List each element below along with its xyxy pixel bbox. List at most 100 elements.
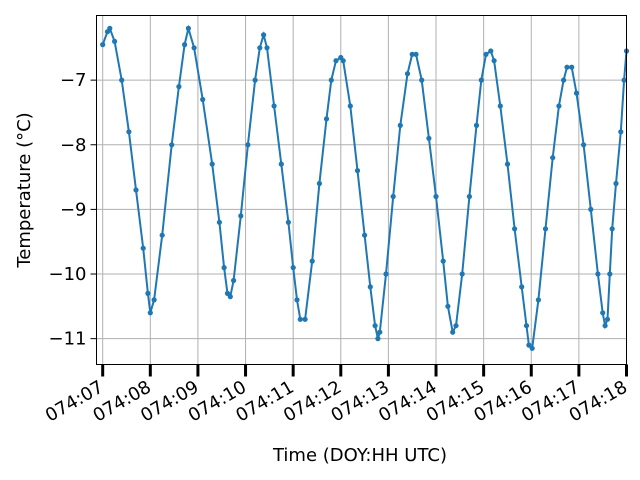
data-point (264, 45, 270, 51)
data-point (119, 77, 125, 83)
data-point (561, 77, 567, 83)
data-point (497, 103, 503, 109)
data-point (297, 316, 303, 322)
data-point (285, 219, 291, 225)
data-point (147, 310, 153, 316)
data-point (191, 45, 197, 51)
data-point (221, 265, 227, 271)
y-tick-label: −7 (60, 70, 87, 91)
data-point (569, 64, 575, 70)
data-point (309, 258, 315, 264)
data-point (316, 180, 322, 187)
data-point (328, 77, 334, 83)
data-point (227, 294, 233, 300)
data-point (504, 161, 511, 167)
temperature-line (101, 24, 628, 351)
data-point (140, 245, 146, 251)
data-point (200, 96, 206, 103)
data-point (238, 213, 244, 219)
data-point (271, 103, 277, 109)
data-point (100, 42, 106, 48)
data-point (182, 42, 188, 48)
data-point (488, 48, 494, 54)
data-point (466, 193, 472, 200)
y-axis-ticks: −11 −10 −9 −8 −7 (49, 70, 97, 350)
data-point (145, 290, 151, 296)
y-axis-label: Temperature (°C) (14, 112, 35, 268)
data-point (323, 116, 330, 122)
data-point (419, 77, 425, 83)
data-point (354, 168, 361, 174)
data-point (621, 77, 627, 83)
data-point (523, 323, 530, 329)
data-point (588, 206, 594, 212)
data-point (252, 77, 258, 83)
data-point (453, 323, 459, 329)
data-point (445, 303, 451, 309)
data-point (362, 232, 368, 238)
data-point (600, 310, 606, 316)
data-point (564, 64, 570, 70)
y-tick-label: −9 (60, 199, 87, 220)
data-point (107, 25, 113, 31)
data-point (397, 122, 403, 128)
y-tick-label: −10 (49, 264, 87, 285)
data-point (459, 271, 465, 277)
data-point (613, 180, 619, 187)
data-point (595, 271, 601, 277)
data-point (440, 258, 446, 264)
data-point (433, 193, 439, 200)
plot-series (100, 24, 630, 351)
data-point (556, 103, 562, 109)
x-axis-label: Time (DOY:HH UTC) (272, 445, 447, 466)
data-point (483, 51, 489, 57)
data-point (209, 161, 215, 167)
data-point (607, 271, 613, 277)
data-point (367, 284, 373, 290)
data-point (340, 58, 346, 64)
data-point (257, 45, 263, 51)
data-point (151, 297, 157, 303)
data-point (581, 142, 587, 148)
data-point (473, 122, 480, 128)
data-point (535, 297, 542, 303)
data-point (529, 345, 535, 351)
data-point (375, 336, 381, 342)
data-point (133, 187, 139, 193)
data-point (542, 226, 549, 232)
data-point (609, 226, 615, 232)
data-point (216, 219, 222, 225)
data-point (169, 142, 175, 148)
data-point (372, 323, 378, 329)
data-point (450, 329, 456, 335)
data-point (511, 226, 518, 232)
data-point (185, 25, 191, 31)
data-point (413, 51, 419, 57)
data-point (261, 32, 267, 38)
data-point (126, 129, 132, 135)
data-point (294, 297, 300, 303)
data-point (604, 316, 611, 322)
data-point (383, 271, 389, 277)
data-point (347, 103, 353, 109)
data-point (245, 142, 251, 148)
data-point (390, 193, 396, 200)
y-tick-label: −11 (49, 329, 87, 350)
data-point (112, 38, 118, 45)
data-point (526, 342, 532, 348)
data-point (302, 316, 308, 322)
data-point (231, 277, 237, 284)
data-point (176, 84, 182, 90)
data-point (290, 265, 296, 271)
data-point (573, 90, 580, 96)
data-point (519, 284, 525, 290)
data-point (478, 77, 484, 83)
data-point (278, 161, 284, 167)
data-point (618, 129, 624, 135)
plot-frame (96, 15, 627, 365)
y-tick-label: −8 (60, 135, 87, 156)
data-point (409, 51, 415, 57)
data-point (426, 135, 432, 141)
data-point (333, 58, 339, 64)
data-point (404, 71, 411, 77)
